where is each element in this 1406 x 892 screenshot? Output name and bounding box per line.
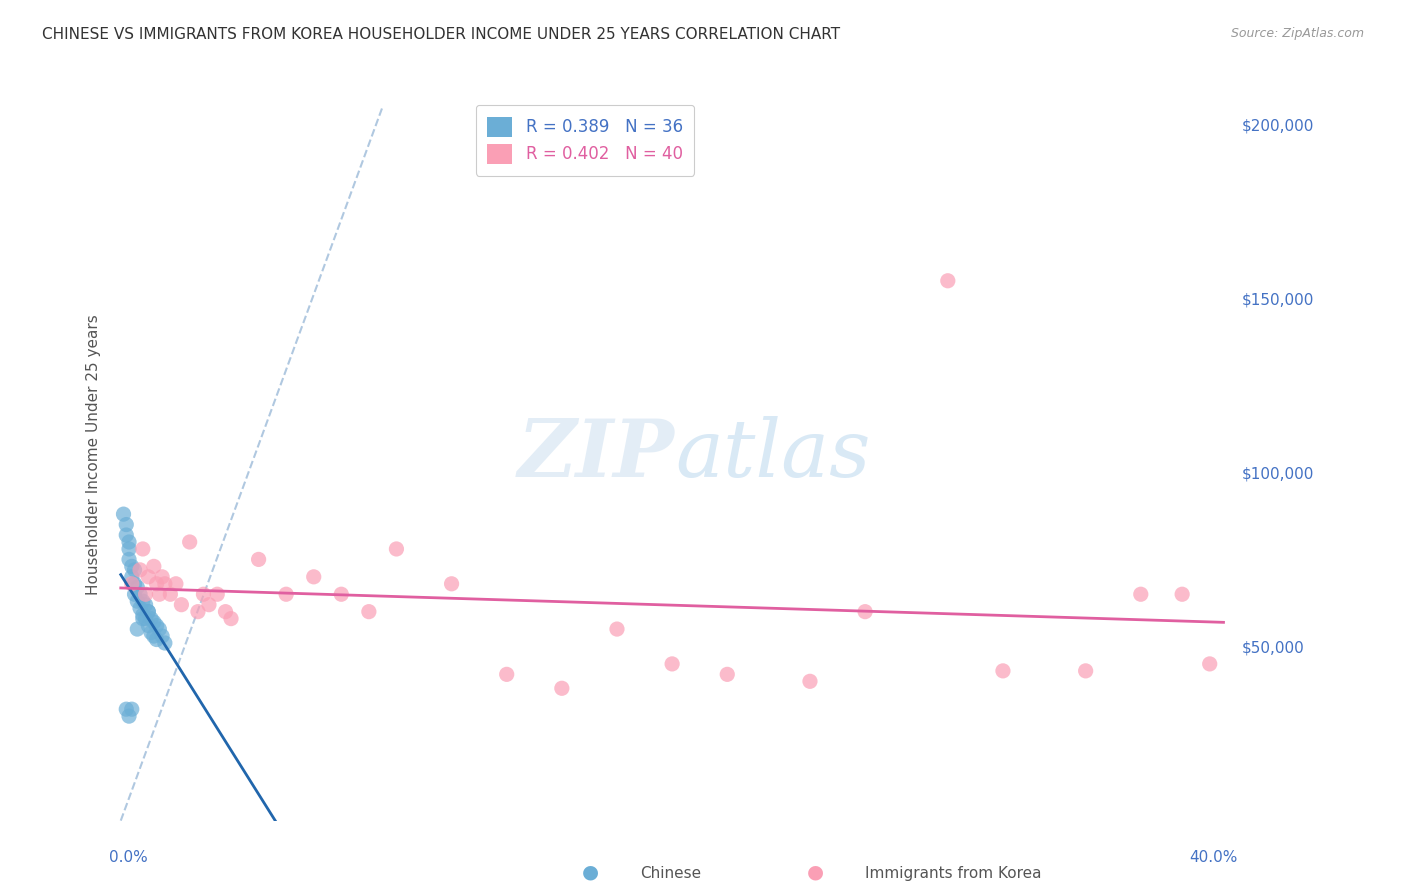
Point: [661, 657, 683, 671]
Point: [357, 605, 380, 619]
Point: [127, 580, 149, 594]
Point: [330, 587, 353, 601]
Y-axis label: Householder Income Under 25 years: Householder Income Under 25 years: [86, 315, 101, 595]
Point: [606, 622, 628, 636]
Point: [127, 594, 149, 608]
Point: [115, 528, 138, 542]
Text: CHINESE VS IMMIGRANTS FROM KOREA HOUSEHOLDER INCOME UNDER 25 YEARS CORRELATION C: CHINESE VS IMMIGRANTS FROM KOREA HOUSEHO…: [42, 27, 841, 42]
Point: [219, 612, 242, 626]
Point: [136, 605, 159, 619]
Point: [132, 541, 155, 556]
Text: ●: ●: [807, 863, 824, 881]
Point: [118, 535, 141, 549]
Point: [145, 618, 167, 632]
Point: [127, 622, 149, 636]
Point: [179, 535, 201, 549]
Text: Chinese: Chinese: [640, 866, 700, 881]
Point: [135, 587, 157, 601]
Point: [165, 576, 187, 591]
Point: [118, 709, 141, 723]
Point: [124, 587, 146, 601]
Point: [247, 552, 270, 566]
Point: [136, 570, 159, 584]
Text: Immigrants from Korea: Immigrants from Korea: [865, 866, 1042, 881]
Point: [121, 570, 143, 584]
Point: [139, 625, 162, 640]
Point: [135, 598, 157, 612]
Point: [142, 629, 165, 643]
Point: [385, 541, 408, 556]
Point: [135, 612, 157, 626]
Point: [121, 576, 143, 591]
Point: [148, 587, 170, 601]
Legend: R = 0.389   N = 36, R = 0.402   N = 40: R = 0.389 N = 36, R = 0.402 N = 40: [475, 105, 695, 176]
Point: [153, 576, 176, 591]
Text: ZIP: ZIP: [517, 417, 675, 493]
Point: [1171, 587, 1194, 601]
Point: [118, 541, 141, 556]
Point: [991, 664, 1014, 678]
Text: ●: ●: [582, 863, 599, 881]
Point: [207, 587, 229, 601]
Point: [129, 563, 152, 577]
Text: 40.0%: 40.0%: [1189, 850, 1237, 865]
Text: 0.0%: 0.0%: [110, 850, 148, 865]
Point: [132, 608, 155, 623]
Point: [142, 615, 165, 629]
Point: [115, 702, 138, 716]
Point: [276, 587, 298, 601]
Point: [853, 605, 876, 619]
Point: [121, 559, 143, 574]
Point: [118, 552, 141, 566]
Point: [112, 507, 135, 521]
Point: [129, 587, 152, 601]
Point: [136, 618, 159, 632]
Point: [150, 570, 173, 584]
Point: [193, 587, 215, 601]
Text: atlas: atlas: [675, 417, 870, 493]
Point: [440, 576, 463, 591]
Point: [1129, 587, 1152, 601]
Point: [1074, 664, 1097, 678]
Point: [139, 612, 162, 626]
Point: [129, 601, 152, 615]
Point: [142, 559, 165, 574]
Point: [187, 605, 209, 619]
Point: [799, 674, 821, 689]
Point: [551, 681, 574, 696]
Point: [132, 612, 155, 626]
Point: [145, 576, 167, 591]
Point: [124, 563, 146, 577]
Text: Source: ZipAtlas.com: Source: ZipAtlas.com: [1230, 27, 1364, 40]
Point: [124, 576, 146, 591]
Point: [1198, 657, 1220, 671]
Point: [153, 636, 176, 650]
Point: [150, 629, 173, 643]
Point: [214, 605, 236, 619]
Point: [121, 702, 143, 716]
Point: [136, 605, 159, 619]
Point: [495, 667, 517, 681]
Point: [198, 598, 221, 612]
Point: [145, 632, 167, 647]
Point: [115, 517, 138, 532]
Point: [936, 274, 959, 288]
Point: [148, 622, 170, 636]
Point: [159, 587, 181, 601]
Point: [170, 598, 193, 612]
Point: [132, 594, 155, 608]
Point: [302, 570, 325, 584]
Point: [716, 667, 738, 681]
